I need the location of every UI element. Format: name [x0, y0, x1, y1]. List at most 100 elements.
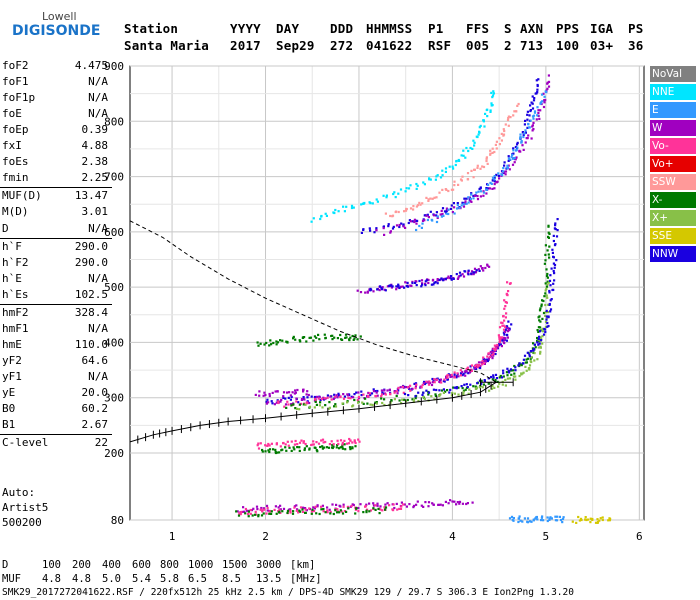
legend-item: NNE — [650, 84, 696, 100]
header-value-yyyy: 2017 — [230, 38, 261, 53]
trace-point — [414, 281, 417, 284]
trace-point — [419, 203, 422, 206]
legend-item: Vo- — [650, 138, 696, 154]
trace-point — [345, 336, 348, 339]
trace-point — [467, 269, 470, 272]
trace-point — [556, 515, 559, 518]
trace-point — [515, 110, 518, 113]
distance-value: 3000 — [256, 559, 282, 571]
trace-point — [431, 279, 434, 282]
trace-point — [441, 504, 444, 507]
trace-point — [276, 451, 279, 454]
trace-point — [488, 265, 491, 268]
trace-point — [267, 401, 270, 404]
trace-point — [498, 143, 501, 146]
logo-line-lowell: Lowell — [42, 10, 77, 23]
trace-point — [544, 289, 547, 292]
trace-point — [501, 338, 504, 341]
trace-point — [458, 502, 461, 505]
trace-point — [270, 512, 273, 515]
trace-point — [506, 294, 509, 297]
trace-point — [393, 390, 396, 393]
trace-point — [467, 149, 470, 153]
trace-point — [424, 280, 427, 283]
trace-point — [396, 286, 399, 289]
param-label: yF1 — [2, 369, 22, 383]
trace-point — [257, 344, 260, 347]
trace-point — [584, 518, 587, 521]
trace-point — [522, 371, 525, 374]
trace-point — [535, 79, 538, 82]
trace-point — [347, 507, 350, 510]
trace-point — [320, 214, 323, 218]
trace-point — [338, 504, 341, 507]
trace-point — [343, 443, 346, 446]
trace-point — [452, 202, 455, 205]
trace-point — [392, 509, 395, 512]
trace-point — [265, 512, 268, 515]
trace-point — [421, 393, 424, 396]
param-label: B0 — [2, 402, 16, 416]
trace-point — [296, 446, 299, 449]
trace-point — [291, 512, 295, 515]
trace-point — [394, 196, 397, 199]
trace-point — [408, 219, 411, 222]
trace-point — [268, 512, 271, 515]
trace-point — [251, 514, 254, 517]
trace-point — [410, 220, 413, 223]
trace-point — [417, 391, 420, 394]
trace-point — [331, 443, 334, 447]
trace-point — [452, 277, 455, 280]
trace-point — [547, 231, 550, 234]
trace-point — [501, 324, 504, 327]
trace-point — [515, 156, 518, 159]
trace-point — [296, 443, 299, 446]
trace-point — [250, 509, 254, 512]
trace-point — [506, 281, 509, 284]
trace-point — [265, 504, 269, 507]
trace-point — [489, 152, 492, 155]
trace-point — [284, 446, 287, 449]
trace-point — [423, 183, 426, 186]
legend-item: E — [650, 102, 696, 118]
trace-point — [302, 390, 305, 393]
trace-point — [362, 393, 365, 396]
trace-point — [529, 119, 532, 122]
trace-point — [463, 197, 466, 200]
trace-point — [372, 290, 375, 293]
trace-point — [354, 441, 357, 445]
trace-point — [429, 197, 432, 200]
trace-point — [287, 508, 291, 511]
header-value-s: 2 — [504, 38, 512, 53]
param-row: hmF1 N/A — [2, 321, 108, 337]
trace-point — [339, 439, 343, 442]
trace-point — [293, 443, 296, 446]
distance-value: 200 — [72, 559, 91, 571]
trace-point — [374, 390, 377, 393]
trace-point — [526, 126, 529, 129]
trace-point — [444, 390, 447, 393]
trace-point — [477, 361, 481, 364]
trace-point — [512, 375, 516, 378]
trace-point — [275, 340, 278, 343]
trace-point — [336, 396, 339, 399]
trace-point — [287, 396, 290, 399]
trace-point — [552, 262, 555, 265]
trace-point — [261, 510, 264, 513]
trace-point — [555, 259, 558, 262]
trace-point — [508, 168, 511, 171]
trace-point — [303, 447, 306, 450]
trace-point — [435, 220, 439, 224]
trace-point — [425, 389, 428, 392]
trace-point — [392, 192, 395, 196]
trace-point — [361, 202, 365, 205]
trace-point — [432, 379, 435, 382]
trace-point — [543, 327, 546, 331]
trace-point — [377, 507, 380, 510]
trace-point — [453, 376, 456, 379]
trace-point — [475, 386, 478, 389]
trace-point — [599, 517, 602, 520]
trace-point — [357, 401, 360, 404]
trace-point — [547, 235, 550, 238]
trace-point — [322, 507, 325, 511]
